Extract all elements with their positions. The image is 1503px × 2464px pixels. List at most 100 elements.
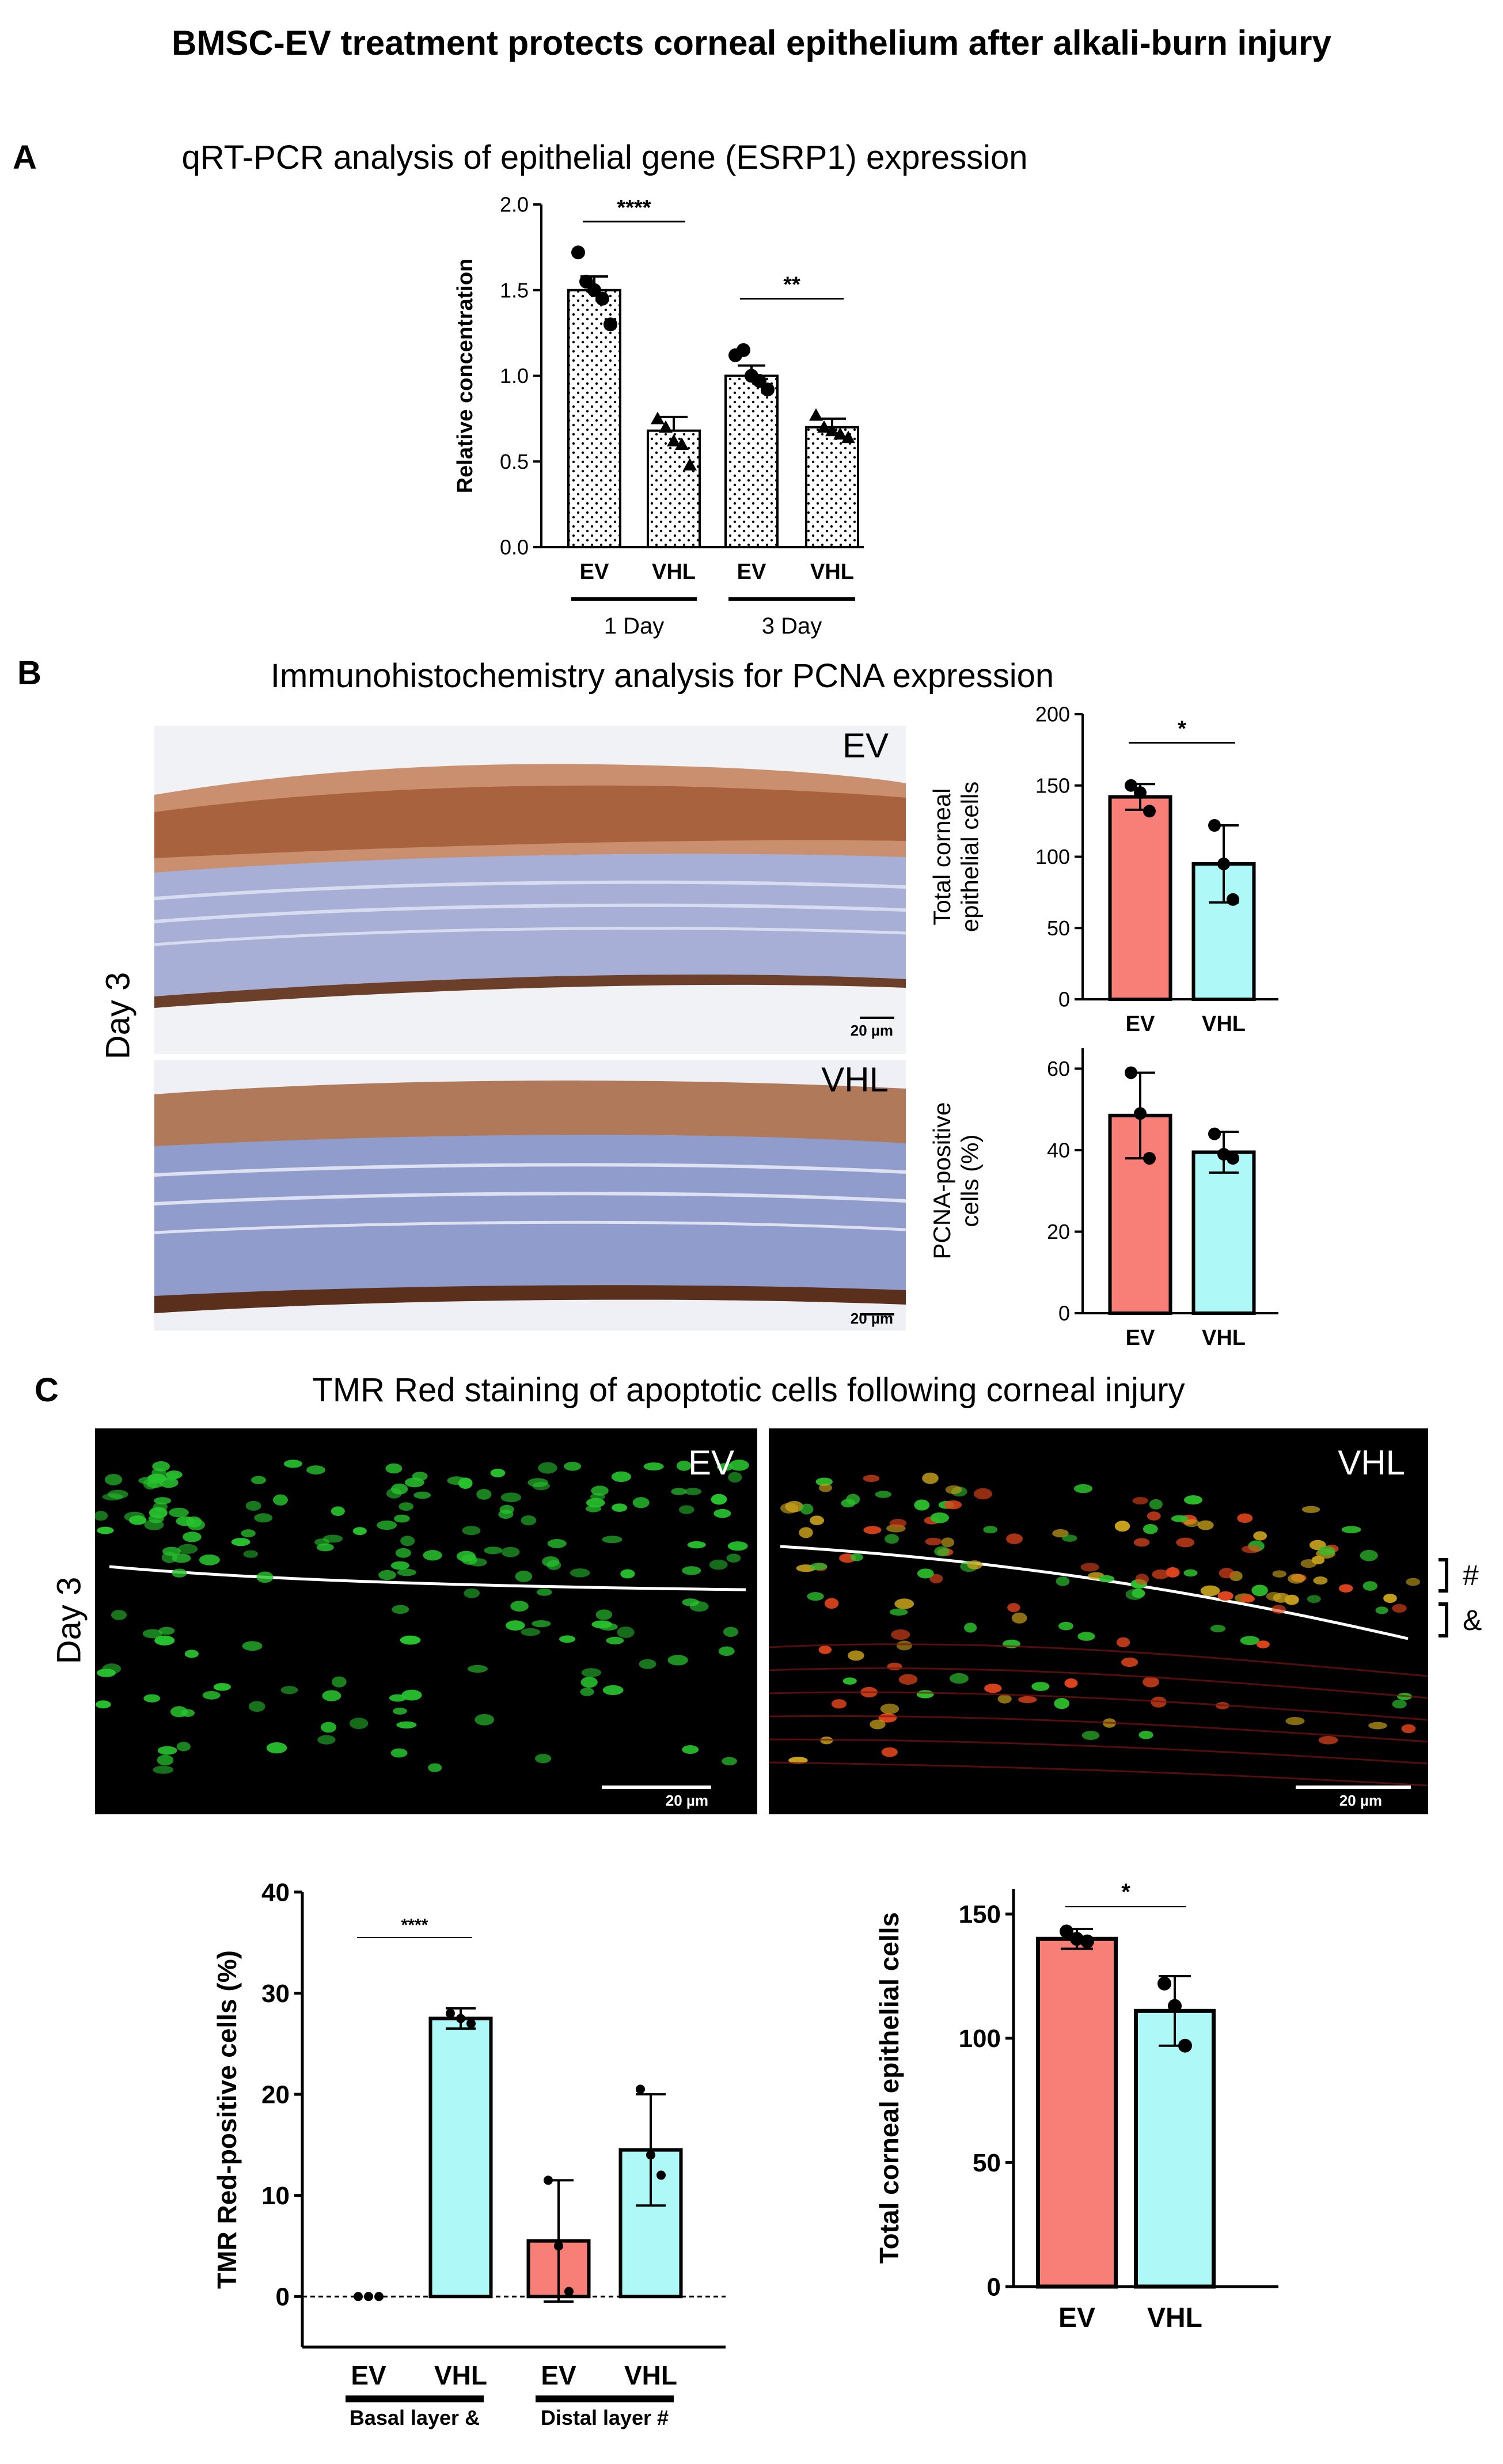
data-point: [1208, 819, 1221, 832]
nucleus: [925, 1537, 942, 1546]
nucleus: [917, 1568, 934, 1579]
nucleus: [1338, 1584, 1353, 1593]
nucleus: [322, 1690, 341, 1701]
nucleus: [570, 1568, 590, 1578]
nucleus: [810, 1515, 825, 1526]
nucleus: [157, 1746, 177, 1755]
data-point: [761, 382, 775, 397]
nucleus: [490, 1468, 506, 1477]
data-point: [817, 420, 831, 433]
ihc-ev-scalebar: 20 µm: [850, 1022, 893, 1039]
y-tick-label: 200: [1035, 703, 1070, 726]
nucleus: [1266, 1591, 1282, 1601]
nucleus: [929, 1574, 943, 1584]
nucleus: [591, 1620, 612, 1629]
nucleus: [639, 1659, 656, 1669]
nucleus: [682, 1598, 699, 1606]
nucleus: [831, 1699, 847, 1709]
nucleus: [180, 1709, 195, 1717]
nucleus: [266, 1742, 287, 1754]
y-tick-label: 150: [959, 1901, 1001, 1929]
nucleus: [880, 1703, 899, 1714]
nucleus: [810, 1563, 828, 1571]
nucleus: [251, 1476, 267, 1484]
y-axis-label: Total corneal: [928, 788, 955, 925]
nucleus: [1217, 1591, 1233, 1601]
nucleus: [242, 1641, 263, 1651]
y-axis-label: epithelial cells: [956, 782, 983, 932]
nucleus: [1176, 1537, 1195, 1548]
nucleus: [586, 1498, 605, 1508]
nucleus: [967, 1560, 983, 1570]
nucleus: [1064, 1678, 1078, 1688]
layer-brackets: # &: [1439, 1558, 1482, 1637]
nucleus: [464, 1588, 480, 1598]
nucleus: [824, 1598, 839, 1609]
page-title: BMSC-EV treatment protects corneal epith…: [172, 24, 1331, 62]
nucleus: [1251, 1584, 1268, 1597]
nucleus: [1256, 1640, 1270, 1648]
nucleus: [983, 1526, 998, 1534]
nucleus: [818, 1483, 832, 1492]
nucleus: [501, 1546, 520, 1557]
panel-b-day-label: Day 3: [99, 972, 137, 1060]
nucleus: [997, 1694, 1012, 1704]
nucleus: [400, 1536, 415, 1546]
nucleus: [1288, 1574, 1305, 1584]
nucleus: [447, 1476, 466, 1485]
panel-c-letter: C: [35, 1371, 59, 1409]
nucleus: [984, 1684, 1002, 1693]
nucleus: [390, 1561, 409, 1570]
nucleus: [1272, 1570, 1287, 1578]
nucleus: [1098, 1575, 1115, 1583]
bar: [1191, 1150, 1256, 1315]
nucleus: [332, 1676, 347, 1688]
nucleus: [606, 1636, 624, 1644]
nucleus: [1052, 1529, 1069, 1538]
nucleus: [248, 1701, 265, 1712]
nucleus: [930, 1512, 949, 1523]
x-tick-label: VHL: [652, 560, 696, 584]
nucleus: [941, 1537, 955, 1548]
data-point: [841, 430, 855, 443]
bar: [724, 374, 779, 548]
nucleus: [153, 1502, 168, 1512]
x-tick-label: VHL: [434, 2360, 487, 2390]
data-point: [1143, 805, 1156, 818]
nucleus: [256, 1571, 274, 1583]
nucleus: [1080, 1563, 1099, 1572]
bar: [647, 429, 701, 549]
y-tick-label: 40: [261, 1878, 290, 1906]
nucleus: [841, 1499, 856, 1508]
data-point: [554, 2241, 563, 2251]
data-point: [737, 343, 750, 357]
nucleus: [678, 1505, 694, 1514]
data-point: [354, 2292, 363, 2302]
nucleus: [317, 1735, 336, 1745]
nucleus: [950, 1673, 969, 1684]
nucleus: [894, 1598, 914, 1609]
x-tick-label: VHL: [624, 2360, 677, 2390]
significance-mark: **: [783, 273, 800, 297]
nucleus: [889, 1608, 908, 1616]
nucleus: [397, 1568, 416, 1576]
nucleus: [104, 1474, 123, 1485]
data-point: [1168, 1999, 1182, 2013]
nucleus: [1300, 1559, 1317, 1568]
nucleus: [713, 1508, 731, 1518]
x-tick-label: EV: [351, 2360, 386, 2390]
nucleus: [1133, 1538, 1150, 1547]
nucleus: [1200, 1585, 1220, 1597]
nucleus: [394, 1514, 410, 1523]
nucleus: [842, 1677, 857, 1685]
nucleus: [875, 1491, 892, 1498]
data-point: [1227, 893, 1239, 906]
nucleus: [870, 1719, 886, 1730]
nucleus: [162, 1546, 181, 1556]
nucleus: [199, 1554, 220, 1565]
x-tick-label: VHL: [1202, 1326, 1246, 1350]
nucleus: [914, 1499, 930, 1511]
nucleus: [727, 1541, 748, 1551]
nucleus: [711, 1493, 727, 1505]
bar: [805, 426, 859, 548]
